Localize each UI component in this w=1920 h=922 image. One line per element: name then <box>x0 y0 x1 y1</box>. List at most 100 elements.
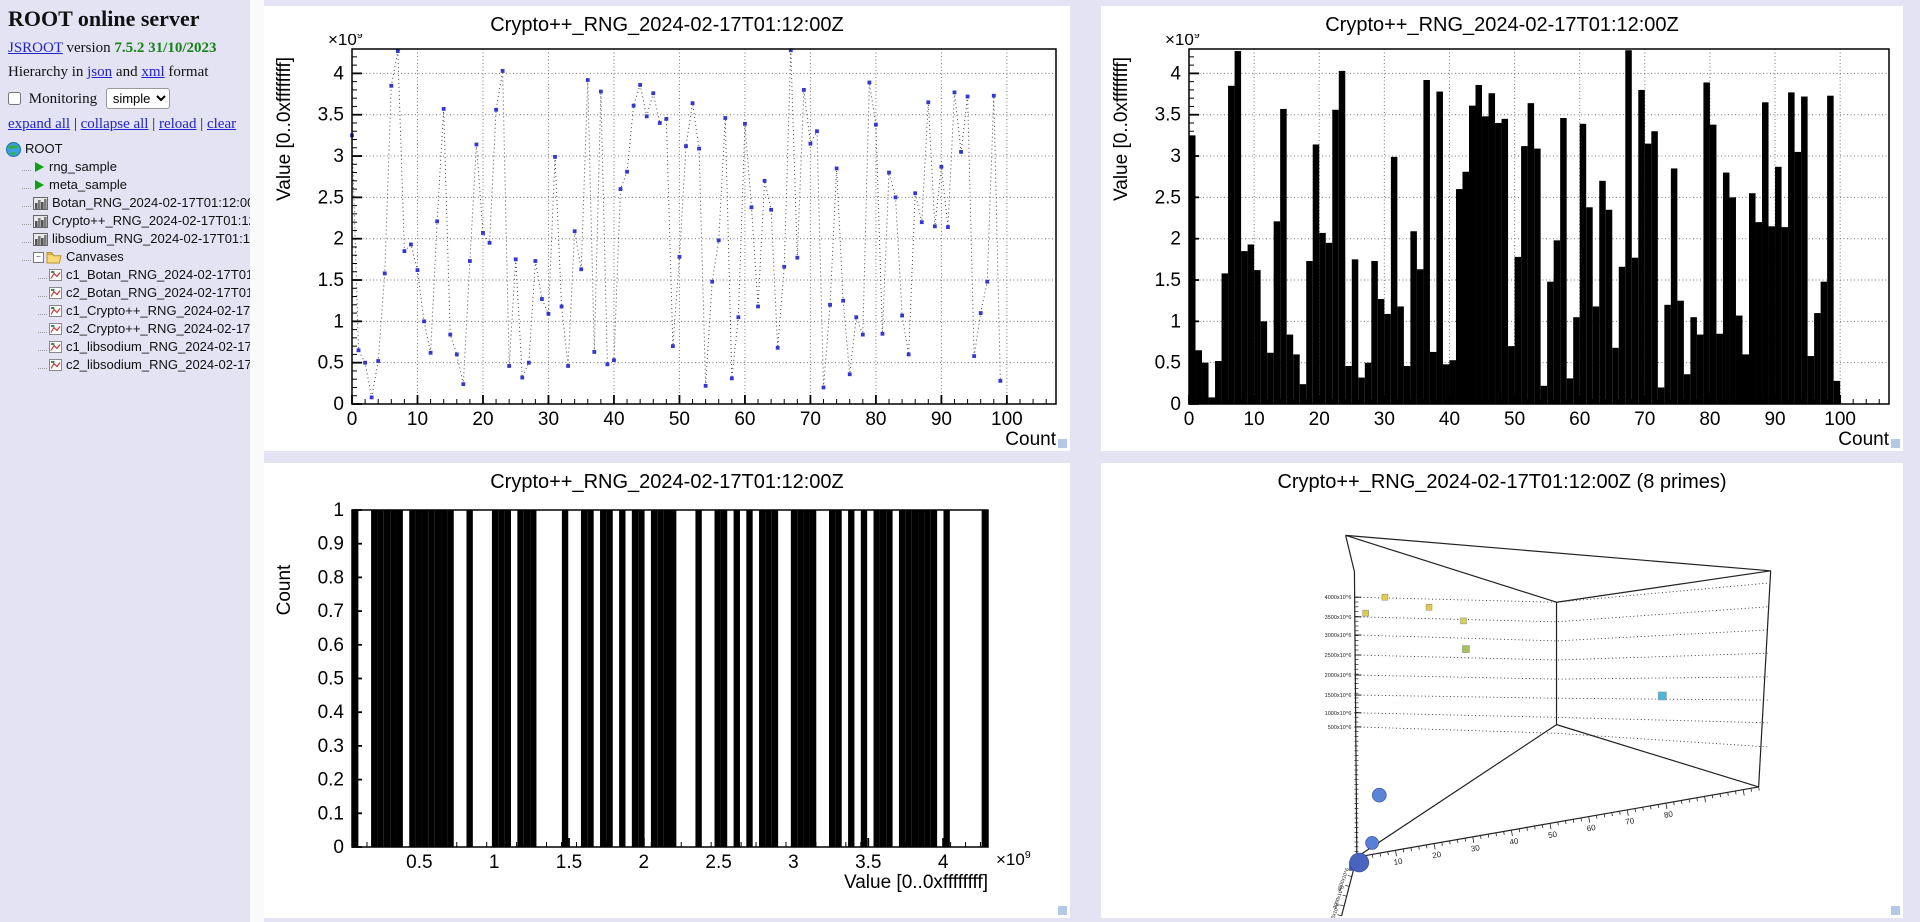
tree-item-c2-crypto-rng-2024-02-17t01-12-00z[interactable]: c2_Crypto++_RNG_2024-02-17T01:12:00Z <box>0 320 250 338</box>
svg-text:Value [0..0xffffffff]: Value [0..0xffffffff] <box>844 872 988 893</box>
tree-guide <box>38 361 47 369</box>
svg-text:0.4: 0.4 <box>318 702 345 723</box>
tree-item-label: c2_Crypto++_RNG_2024-02-17T01:12:00Z <box>66 321 250 336</box>
canvas-icon <box>49 287 62 299</box>
tree-item-c2-libsodium-rng-2024-02-17t01-12-00z[interactable]: c2_libsodium_RNG_2024-02-17T01:12:00Z <box>0 356 250 374</box>
svg-text:10: 10 <box>1393 857 1404 868</box>
svg-text:50: 50 <box>669 409 690 430</box>
svg-text:0.1: 0.1 <box>318 803 344 824</box>
svg-text:40: 40 <box>1509 836 1520 847</box>
svg-text:1500x10^6: 1500x10^6 <box>1325 693 1352 699</box>
resize-grip[interactable] <box>1058 439 1067 448</box>
svg-text:Value [0..0xffffffff]: Value [0..0xffffffff] <box>274 57 295 201</box>
svg-text:80: 80 <box>1663 809 1674 820</box>
svg-text:1.5: 1.5 <box>318 270 344 291</box>
svg-text:2000x10^6: 2000x10^6 <box>1325 673 1352 679</box>
json-link[interactable]: json <box>87 64 113 80</box>
toolbar-link-expand-all[interactable]: expand all <box>8 116 71 132</box>
svg-text:1.5: 1.5 <box>1155 270 1181 291</box>
svg-text:30: 30 <box>538 409 559 430</box>
sidebar-splitter[interactable] <box>250 0 264 922</box>
toolbar-link-collapse-all[interactable]: collapse all <box>80 116 149 132</box>
svg-text:80: 80 <box>865 409 886 430</box>
svg-text:100: 100 <box>991 409 1023 430</box>
monitoring-checkbox[interactable] <box>8 92 21 105</box>
svg-text:10: 10 <box>407 409 428 430</box>
page-title: ROOT online server <box>8 6 200 31</box>
monitoring-interval-select[interactable]: simple <box>105 88 170 109</box>
svg-text:60: 60 <box>1569 409 1590 430</box>
resize-grip[interactable] <box>1058 906 1067 915</box>
svg-text:0: 0 <box>1170 394 1181 415</box>
scatter3d-canvas[interactable]: 4000x10^6 3500x10^6 3000x10^6 2500x10^6 2000… <box>1101 491 1903 918</box>
svg-text:4: 4 <box>333 63 344 84</box>
svg-text:1.5: 1.5 <box>556 852 582 873</box>
svg-text:50: 50 <box>1547 830 1558 841</box>
tree-item-c1-libsodium-rng-2024-02-17t01-12-00z[interactable]: c1_libsodium_RNG_2024-02-17T01:12:00Z <box>0 338 250 356</box>
version-line: JSROOT version 7.5.2 31/10/2023 <box>8 40 217 56</box>
hierarchy-line: Hierarchy in json and xml format <box>8 64 209 80</box>
histogram-canvas[interactable]: 00.511.522.533.540 10 20 30 40 50 60 70 80 90 100C… <box>1101 34 1903 451</box>
svg-text:2.5: 2.5 <box>705 852 731 873</box>
canvas-icon <box>49 341 62 353</box>
svg-text:3.5: 3.5 <box>1155 105 1181 126</box>
tree-item-rng-sample[interactable]: rng_sample <box>0 158 250 176</box>
svg-text:2: 2 <box>333 229 344 250</box>
tree-item-label: rng_sample <box>49 159 117 174</box>
tree-item-label: Canvases <box>66 249 124 264</box>
tree-item-label: c2_Botan_RNG_2024-02-17T01:12:00Z <box>66 285 250 300</box>
resize-grip[interactable] <box>1891 906 1900 915</box>
tree-item-meta-sample[interactable]: meta_sample <box>0 176 250 194</box>
svg-text:60: 60 <box>1586 823 1597 834</box>
svg-text:30: 30 <box>1374 409 1395 430</box>
tree-item-crypto-rng-2024-02-17t01-12-00z[interactable]: Crypto++_RNG_2024-02-17T01:12:00Z <box>0 212 250 230</box>
tree-guide <box>22 253 31 261</box>
svg-text:50: 50 <box>1504 409 1525 430</box>
play-icon <box>35 162 44 172</box>
tree-item-label: Crypto++_RNG_2024-02-17T01:12:00Z <box>52 213 250 228</box>
tree-item-c1-botan-rng-2024-02-17t01-12-00z[interactable]: c1_Botan_RNG_2024-02-17T01:12:00Z <box>0 266 250 284</box>
panel-graph: Crypto++_RNG_2024-02-17T01:12:00Z 0 0.5 1 1… <box>264 6 1070 451</box>
canvas-grid: Crypto++_RNG_2024-02-17T01:12:00Z 0 0.5 1 1… <box>264 0 1920 922</box>
toolbar-link-reload[interactable]: reload <box>158 116 197 132</box>
svg-text:0: 0 <box>1184 409 1195 430</box>
collapse-expander-icon[interactable]: − <box>33 251 44 263</box>
jsroot-link[interactable]: JSROOT <box>8 40 63 56</box>
svg-text:0.6: 0.6 <box>318 635 344 656</box>
svg-text:3.5: 3.5 <box>318 105 344 126</box>
svg-text:1: 1 <box>489 852 500 873</box>
tree-item-libsodium-rng-2024-02-17t01-12-00z[interactable]: libsodium_RNG_2024-02-17T01:12:00Z <box>0 230 250 248</box>
svg-text:1: 1 <box>1170 311 1181 332</box>
svg-text:40: 40 <box>603 409 624 430</box>
panel-3d-primes: Crypto++_RNG_2024-02-17T01:12:00Z (8 pri… <box>1101 463 1903 918</box>
tree-guide <box>22 163 31 171</box>
tree-item-canvases[interactable]: − Canvases <box>0 248 250 266</box>
svg-text:1: 1 <box>333 311 344 332</box>
svg-text:4000x10^6: 4000x10^6 <box>1325 595 1352 601</box>
svg-text:70: 70 <box>800 409 821 430</box>
tree-item-c1-crypto-rng-2024-02-17t01-12-00z[interactable]: c1_Crypto++_RNG_2024-02-17T01:12:00Z <box>0 302 250 320</box>
resize-grip[interactable] <box>1891 439 1900 448</box>
toolbar-link-clear[interactable]: clear <box>206 116 237 132</box>
object-tree: ROOT rng_sample meta_sample Botan_RNG_2024-… <box>0 140 250 374</box>
tree-item-botan-rng-2024-02-17t01-12-00z[interactable]: Botan_RNG_2024-02-17T01:12:00Z <box>0 194 250 212</box>
tree-item-root[interactable]: ROOT <box>0 140 250 158</box>
value-histogram-canvas[interactable]: 0 0.1 0.2 0.3 0.4 0.5 0.6 0.7 0.8 0.9 1 0.5 1 1.5 2 2.5… <box>264 491 1070 918</box>
hierarchy-toolbar: expand all | collapse all | reload | cle… <box>8 116 237 132</box>
xml-link[interactable]: xml <box>141 64 165 80</box>
histogram-icon <box>33 232 48 246</box>
svg-text:10: 10 <box>1244 409 1265 430</box>
svg-text:90: 90 <box>931 409 952 430</box>
svg-text:2.5: 2.5 <box>318 187 344 208</box>
svg-text:3: 3 <box>788 852 799 873</box>
tree-item-c2-botan-rng-2024-02-17t01-12-00z[interactable]: c2_Botan_RNG_2024-02-17T01:12:00Z <box>0 284 250 302</box>
svg-text:80: 80 <box>1699 409 1720 430</box>
svg-text:30: 30 <box>1470 843 1481 854</box>
graph-canvas[interactable]: 00.511.522.533.540 10 20 30 40 50 60 70 80 90 100C… <box>264 34 1070 451</box>
svg-text:0.5: 0.5 <box>1155 353 1181 374</box>
svg-text:4: 4 <box>938 852 949 873</box>
tree-guide <box>22 235 31 243</box>
tree-item-label: ROOT <box>25 141 63 156</box>
tree-guide <box>38 325 47 333</box>
svg-text:1: 1 <box>333 500 344 521</box>
